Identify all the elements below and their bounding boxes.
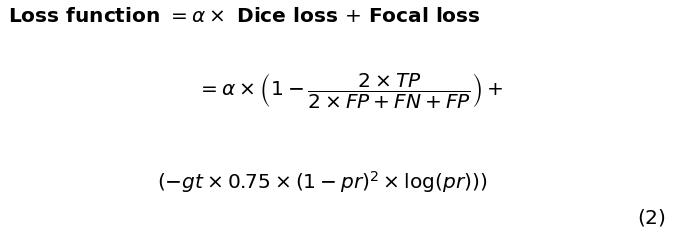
- Text: $= \alpha \times \left(1 - \dfrac{2 \times TP}{2 \times FP + FN + FP}\right) +$: $= \alpha \times \left(1 - \dfrac{2 \tim…: [197, 70, 503, 110]
- Text: Loss function $= \alpha \times$ Dice loss $+$ Focal loss: Loss function $= \alpha \times$ Dice los…: [8, 7, 481, 26]
- Text: $(-gt \times 0.75 \times (1 - pr)^{2} \times \log(pr)))$: $(-gt \times 0.75 \times (1 - pr)^{2} \t…: [157, 169, 487, 195]
- Text: $(2)$: $(2)$: [636, 207, 666, 228]
